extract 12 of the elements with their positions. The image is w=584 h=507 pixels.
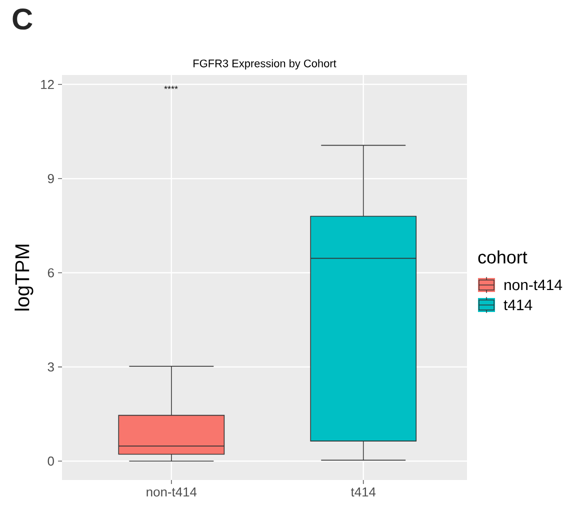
chart-title: FGFR3 Expression by Cohort bbox=[194, 59, 336, 70]
y-tick-label: 9 bbox=[48, 174, 54, 184]
y-tick-label: 3 bbox=[48, 362, 54, 372]
legend-title: cohort bbox=[478, 250, 528, 264]
y-tick-label: 6 bbox=[48, 268, 54, 278]
text: C bbox=[12, 8, 32, 30]
legend-label: t414 bbox=[504, 300, 532, 310]
y-tick-label: 0 bbox=[48, 456, 54, 466]
y-tick-label: 12 bbox=[41, 80, 54, 89]
legend-label: non-t414 bbox=[504, 280, 562, 290]
y-axis-title: logTPM bbox=[14, 244, 34, 310]
annotation: **** bbox=[164, 86, 178, 90]
